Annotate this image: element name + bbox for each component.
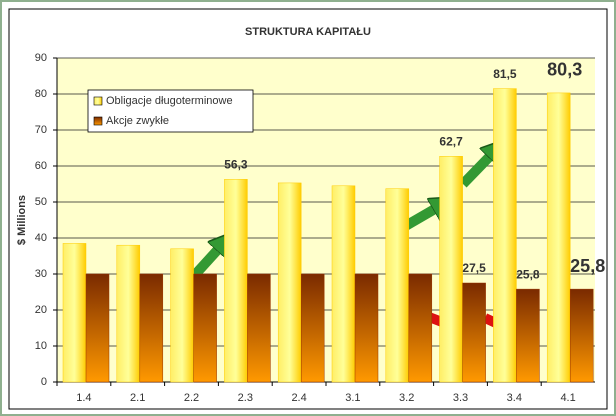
data-label: 25,8 xyxy=(570,256,605,276)
bar xyxy=(300,273,325,383)
bar xyxy=(385,188,410,383)
bar xyxy=(331,185,356,383)
bar xyxy=(139,273,164,383)
x-tick-label: 2.2 xyxy=(184,392,199,404)
x-tick-label: 3.4 xyxy=(507,392,522,404)
bar xyxy=(546,92,571,383)
data-label: 62,7 xyxy=(439,134,463,148)
bar xyxy=(62,243,87,383)
data-label: 27,5 xyxy=(462,261,486,275)
bar xyxy=(85,273,110,383)
green-arrow xyxy=(188,245,222,282)
y-tick-label: 60 xyxy=(35,160,47,172)
green-arrow xyxy=(459,152,494,188)
x-tick-label: 3.3 xyxy=(453,392,468,404)
bar xyxy=(354,273,379,383)
chart-title: STRUKTURA KAPITAŁU xyxy=(245,26,371,38)
bar xyxy=(462,282,486,383)
bar xyxy=(224,179,248,383)
y-tick-label: 90 xyxy=(35,52,47,64)
data-label: 56,3 xyxy=(224,157,248,171)
y-tick-label: 10 xyxy=(35,340,47,352)
legend-label: Akcje zwykłe xyxy=(106,115,169,127)
bar xyxy=(193,273,217,383)
x-tick-label: 3.2 xyxy=(399,392,414,404)
x-tick-label: 4.1 xyxy=(560,392,575,404)
y-tick-label: 50 xyxy=(35,196,47,208)
y-tick-label: 80 xyxy=(35,88,47,100)
bar xyxy=(516,288,540,383)
bar xyxy=(439,156,463,383)
y-tick-label: 70 xyxy=(35,124,47,136)
x-tick-label: 2.3 xyxy=(238,392,253,404)
bar xyxy=(277,182,302,383)
bar xyxy=(116,244,141,383)
data-label: 80,3 xyxy=(547,60,582,80)
data-label: 25,8 xyxy=(516,267,540,281)
bar xyxy=(408,273,433,383)
bar xyxy=(569,288,594,383)
legend-swatch xyxy=(93,96,103,106)
bar xyxy=(170,248,194,383)
y-axis-label: $ Millions xyxy=(16,195,28,245)
legend xyxy=(87,89,254,133)
y-tick-label: 30 xyxy=(35,268,47,280)
y-tick-label: 20 xyxy=(35,304,47,316)
data-label: 81,5 xyxy=(493,67,517,81)
x-tick-label: 3.1 xyxy=(345,392,360,404)
legend-swatch xyxy=(93,116,103,126)
x-tick-label: 2.4 xyxy=(291,392,306,404)
legend-label: Obligacje długoterminowe xyxy=(106,95,233,107)
y-tick-label: 0 xyxy=(41,376,47,388)
x-tick-label: 2.1 xyxy=(130,392,145,404)
bar xyxy=(247,273,271,383)
y-tick-label: 40 xyxy=(35,232,47,244)
bar xyxy=(493,88,517,383)
x-tick-label: 1.4 xyxy=(76,392,91,404)
